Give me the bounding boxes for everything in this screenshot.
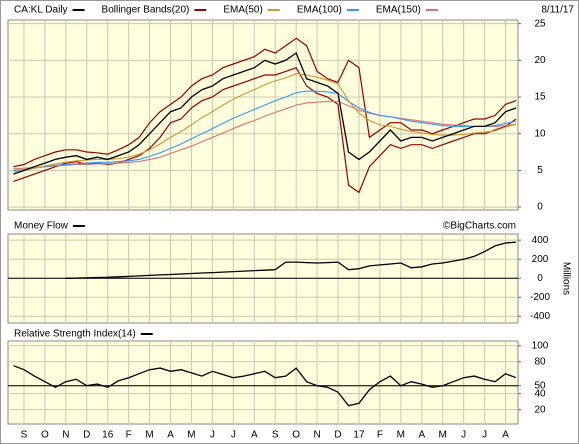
x-tick-label: O [41, 430, 49, 441]
panel [7, 19, 519, 211]
legend-label: CA:KL Daily [14, 5, 68, 16]
price-line [13, 37, 517, 168]
panel [7, 340, 519, 425]
x-tick-label: 17 [353, 430, 365, 441]
y-tick-label: 80 [534, 356, 546, 367]
x-tick-label: J [231, 430, 236, 441]
y-tick-label: 0 [537, 202, 543, 213]
price-line [13, 100, 517, 170]
y-tick-label: 5 [537, 165, 543, 176]
y-tick-label: 200 [532, 254, 549, 265]
x-tick-label: F [377, 430, 383, 441]
x-tick-label: J [482, 430, 487, 441]
x-tick-label: M [439, 430, 447, 441]
y-tick-label: -400 [530, 311, 550, 322]
y-tick-label: 10 [534, 128, 546, 139]
x-tick-label: O [292, 430, 300, 441]
y-tick-label: 100 [532, 340, 549, 351]
x-tick-label: M [187, 430, 195, 441]
x-tick-label: M [145, 430, 153, 441]
y-tick-label: 40 [534, 388, 546, 399]
credit: ©BigCharts.com [443, 221, 516, 232]
price-line [65, 241, 517, 279]
y-tick-label: 20 [534, 404, 546, 415]
x-tick-label: N [313, 430, 320, 441]
x-tick-label: S [21, 430, 28, 441]
x-tick-label: N [62, 430, 69, 441]
price-line [13, 66, 517, 194]
x-tick-label: A [418, 430, 425, 441]
y-tick-label: 25 [534, 18, 546, 29]
x-tick-label: D [334, 430, 341, 441]
x-tick-label: S [272, 430, 279, 441]
x-tick-label: 16 [102, 430, 114, 441]
price-line [13, 365, 517, 407]
price-line [13, 73, 517, 173]
x-tick-label: M [397, 430, 405, 441]
x-tick-label: A [167, 430, 174, 441]
y-tick-label: -200 [530, 292, 550, 303]
x-tick-label: A [251, 430, 258, 441]
price-line [13, 90, 517, 171]
date: 8/11/17 [541, 5, 574, 16]
y-axis-label: Millions [560, 262, 571, 295]
y-tick-label: 400 [532, 235, 549, 246]
legend-label: EMA(150) [376, 5, 421, 16]
y-tick-label: 0 [537, 273, 543, 284]
legend-label: Money Flow [14, 221, 69, 232]
x-tick-label: J [210, 430, 215, 441]
x-tick-label: J [461, 430, 466, 441]
y-tick-label: 15 [534, 92, 546, 103]
price-line [13, 52, 517, 175]
x-tick-label: D [83, 430, 90, 441]
legend-label: Relative Strength Index(14) [14, 329, 136, 340]
legend-label: EMA(50) [223, 5, 262, 16]
x-tick-label: F [126, 430, 132, 441]
legend-label: EMA(100) [297, 5, 342, 16]
x-tick-label: A [502, 430, 509, 441]
y-tick-label: 50 [534, 380, 546, 391]
y-tick-label: 20 [534, 55, 546, 66]
legend-label: Bollinger Bands(20) [102, 5, 190, 16]
